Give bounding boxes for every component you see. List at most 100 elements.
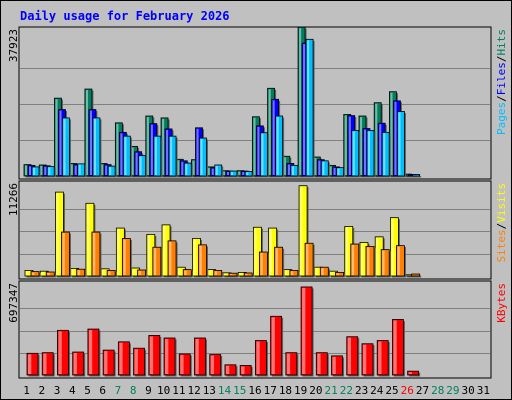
series-pages: [31, 38, 422, 178]
x-tick-label: 27: [416, 384, 429, 397]
panel-kbytes: 697347 KBytes: [7, 280, 508, 379]
bar: [209, 354, 222, 376]
bar-highlight: [345, 227, 349, 275]
bar-highlight: [241, 366, 245, 374]
bar: [163, 337, 176, 376]
bar-highlight: [284, 270, 288, 275]
bar-highlight: [408, 372, 412, 374]
bar-highlight: [348, 116, 351, 175]
bar: [412, 174, 421, 177]
bar-highlight: [200, 139, 203, 175]
bar-highlight: [78, 164, 81, 175]
bar-highlight: [131, 147, 134, 175]
bar-highlight: [276, 117, 279, 175]
bar: [137, 269, 146, 277]
bar: [148, 335, 161, 376]
bar-highlight: [93, 118, 97, 175]
x-axis: 1 2 3 4 5 6 7 8 9 10 11 12 13 14 15 16 17 18 19 20 21 22 23 24 2…: [23, 384, 490, 397]
bar-highlight: [63, 118, 66, 175]
bar-highlight: [26, 271, 29, 275]
bar: [31, 166, 40, 177]
bar-highlight: [55, 99, 58, 175]
bar-highlight: [86, 204, 90, 275]
x-tick-label: 21: [325, 384, 338, 397]
bar-highlight: [139, 156, 142, 175]
legend: Pages/Files/Hits: [495, 29, 508, 135]
bar: [376, 340, 389, 376]
bar-highlight: [40, 165, 43, 175]
bar-highlight: [322, 161, 325, 175]
bar-highlight: [77, 270, 81, 275]
legend-item-sites: Sites: [495, 229, 508, 262]
x-tick-label: 4: [69, 384, 76, 397]
bar: [45, 271, 55, 277]
bar: [26, 352, 39, 376]
bar-highlight: [180, 354, 184, 374]
bar: [335, 272, 344, 277]
bar-highlight: [185, 164, 188, 175]
bar-highlight: [306, 244, 309, 275]
bar-highlight: [283, 157, 286, 175]
bar: [198, 244, 207, 277]
bar-highlight: [383, 133, 386, 175]
bar-highlight: [105, 165, 108, 175]
bar-highlight: [253, 117, 256, 175]
bar: [381, 131, 390, 177]
bar-highlight: [330, 272, 333, 275]
bar-highlight: [303, 44, 306, 175]
bar: [365, 246, 375, 277]
x-tick-label: 18: [279, 384, 292, 397]
legend-item-kbytes: KBytes: [495, 283, 508, 323]
bar-highlight: [56, 193, 59, 275]
x-tick-label: 25: [385, 384, 398, 397]
bar-highlight: [59, 110, 62, 175]
x-tick-label: 26: [401, 384, 414, 397]
x-tick-label: 10: [157, 384, 170, 397]
bar-highlight: [28, 354, 32, 374]
bar: [319, 266, 329, 277]
bar-shadow: [407, 276, 416, 278]
x-tick-label: 20: [309, 384, 322, 397]
x-tick-label: 9: [145, 384, 152, 397]
legend: KBytes: [495, 283, 508, 323]
bar-highlight: [25, 165, 28, 175]
legend: Sites/Visits: [495, 183, 508, 263]
bar-highlight: [390, 92, 393, 175]
bar-highlight: [146, 117, 149, 175]
bar: [106, 270, 116, 277]
x-tick-label: 15: [233, 384, 246, 397]
bar-highlight: [256, 341, 260, 374]
bar-shadow: [414, 175, 422, 178]
bar-highlight: [192, 160, 195, 175]
bar: [239, 365, 252, 376]
bar-highlight: [379, 124, 382, 175]
bar-shadow: [410, 175, 418, 178]
bar-highlight: [70, 164, 73, 175]
bar-highlight: [271, 317, 275, 374]
bar-highlight: [47, 273, 50, 275]
bar-highlight: [378, 341, 382, 374]
x-tick-label: 11: [172, 384, 185, 397]
bar-highlight: [154, 137, 157, 175]
bar-highlight: [225, 365, 230, 374]
bar-highlight: [307, 40, 310, 175]
bar-highlight: [162, 118, 165, 175]
bar-highlight: [290, 271, 294, 275]
bar-highlight: [300, 186, 303, 275]
bar-highlight: [165, 338, 169, 374]
x-tick-label: 24: [370, 384, 384, 397]
x-tick-label: 6: [99, 384, 106, 397]
bar-highlight: [333, 167, 336, 175]
bar-highlight: [287, 164, 290, 175]
legend-item-hits: Hits: [495, 29, 508, 56]
x-tick-label: 13: [203, 384, 216, 397]
bar-highlight: [299, 28, 302, 175]
bar: [72, 351, 85, 376]
bar: [199, 137, 207, 177]
bar: [396, 245, 405, 277]
bar-highlight: [92, 233, 96, 275]
bar-highlight: [222, 171, 226, 175]
bar: [229, 170, 238, 177]
x-tick-label: 12: [187, 384, 200, 397]
